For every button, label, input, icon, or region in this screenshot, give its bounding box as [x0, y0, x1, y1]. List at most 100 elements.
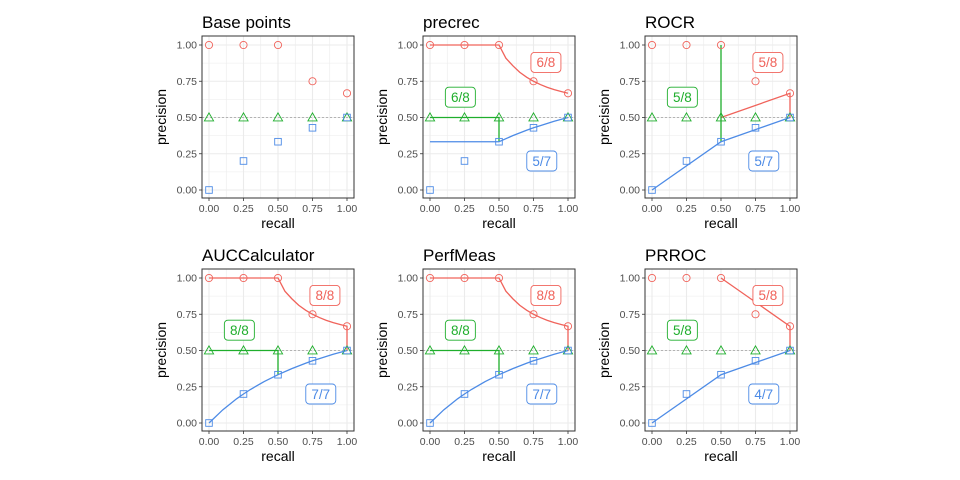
x-tick-label: 0.00	[420, 203, 441, 215]
x-axis-title: recall	[482, 215, 515, 231]
y-axis-title: precision	[153, 322, 169, 378]
x-axis-title: recall	[482, 448, 515, 464]
panel-title: ROCR	[645, 13, 695, 32]
y-tick-label: 1.00	[398, 273, 419, 285]
count-label: 7/7	[532, 387, 551, 402]
count-label: 5/8	[673, 90, 692, 105]
x-axis-title: recall	[261, 448, 294, 464]
point-square	[205, 186, 213, 194]
x-tick-label: 1.00	[337, 203, 358, 215]
point-triangle	[238, 344, 249, 355]
y-tick-label: 1.00	[398, 40, 419, 52]
chart-panel-3: ROCR 0.00 0.25 0.50 0.75 1.00 0.00 0.25 0.50 0.75…	[596, 13, 800, 231]
point-circle	[308, 310, 317, 319]
x-tick-label: 0.00	[420, 436, 441, 448]
curve-red	[720, 277, 791, 351]
x-tick-label: 0.25	[676, 436, 697, 448]
x-tick-label: 0.75	[745, 436, 766, 448]
x-tick-label: 0.75	[523, 436, 544, 448]
point-circle	[751, 310, 760, 319]
point-square	[717, 370, 725, 379]
point-square	[495, 370, 503, 379]
x-tick-label: 0.25	[233, 203, 254, 215]
point-square	[274, 137, 282, 146]
point-square	[205, 419, 213, 427]
point-square	[239, 390, 248, 398]
point-square	[426, 419, 434, 427]
point-square	[751, 124, 760, 132]
panel-border	[644, 35, 798, 199]
y-tick-label: 1.00	[620, 40, 641, 52]
point-triangle	[272, 344, 284, 355]
point-triangle	[459, 111, 470, 122]
point-square	[564, 113, 572, 122]
point-triangle	[459, 344, 470, 355]
y-tick-label: 0.00	[177, 185, 198, 197]
point-circle	[785, 322, 795, 331]
panel-title: AUCCalculator	[202, 246, 315, 265]
point-circle	[529, 77, 538, 86]
count-label: 7/7	[311, 387, 330, 402]
count-label-box	[752, 284, 784, 306]
point-triangle	[750, 111, 761, 122]
point-square	[495, 137, 503, 146]
count-label-box	[530, 51, 562, 73]
point-circle	[647, 40, 657, 50]
y-tick-label: 0.50	[620, 112, 641, 124]
y-tick-label: 0.75	[620, 309, 641, 321]
count-label: 5/7	[532, 154, 551, 169]
chart-panel-6: PRROC 0.00 0.25 0.50 0.75 1.00 0.00 0.25 0.50 0.7…	[596, 246, 800, 464]
point-circle	[563, 89, 573, 98]
x-tick-label: 0.00	[199, 436, 220, 448]
point-triangle	[203, 111, 215, 122]
y-tick-label: 0.00	[620, 418, 641, 430]
x-tick-label: 0.50	[489, 203, 510, 215]
x-tick-label: 0.25	[676, 203, 697, 215]
curve-red	[720, 92, 791, 119]
point-circle	[342, 322, 352, 331]
x-tick-label: 0.00	[199, 203, 220, 215]
point-triangle	[715, 344, 727, 355]
curve-red	[209, 277, 348, 351]
point-triangle	[203, 344, 215, 355]
count-label: 4/7	[754, 387, 773, 402]
point-square	[682, 390, 691, 398]
chart-panel-1: Base points 0.00 0.25 0.50 0.75 1.00 0.00 0.25 0…	[153, 13, 357, 231]
point-circle	[716, 273, 726, 283]
x-axis-title: recall	[704, 448, 737, 464]
y-tick-label: 0.25	[177, 381, 198, 393]
point-triangle	[681, 344, 692, 355]
count-label: 5/8	[759, 55, 778, 70]
panel-border	[201, 35, 355, 199]
count-label-box	[444, 86, 476, 108]
count-label-box	[444, 319, 476, 341]
y-tick-label: 0.50	[398, 112, 419, 124]
y-tick-label: 0.25	[398, 381, 419, 393]
panel-title: Base points	[202, 13, 291, 32]
x-tick-label: 0.50	[711, 203, 732, 215]
point-triangle	[493, 344, 505, 355]
count-label-box	[223, 319, 255, 341]
count-label-box	[526, 150, 558, 172]
curve-green	[209, 349, 279, 375]
y-tick-label: 0.50	[177, 345, 198, 357]
point-square	[717, 137, 725, 146]
point-circle	[204, 273, 214, 283]
y-axis-title: precision	[596, 322, 612, 378]
point-circle	[682, 40, 691, 50]
count-label-box	[748, 150, 780, 172]
x-tick-label: 0.50	[489, 436, 510, 448]
x-tick-label: 0.75	[302, 203, 323, 215]
point-triangle	[750, 344, 761, 355]
point-circle	[425, 273, 435, 283]
point-triangle	[493, 111, 505, 122]
x-tick-label: 1.00	[780, 436, 801, 448]
chart-panel-5: PerfMeas 0.00 0.25 0.50 0.75 1.00 0.00 0.25 0.50…	[374, 246, 578, 464]
x-tick-label: 0.00	[642, 203, 663, 215]
point-triangle	[715, 111, 727, 122]
y-tick-label: 0.00	[177, 418, 198, 430]
y-tick-label: 1.00	[620, 273, 641, 285]
x-tick-label: 0.75	[302, 436, 323, 448]
point-circle	[751, 77, 760, 86]
